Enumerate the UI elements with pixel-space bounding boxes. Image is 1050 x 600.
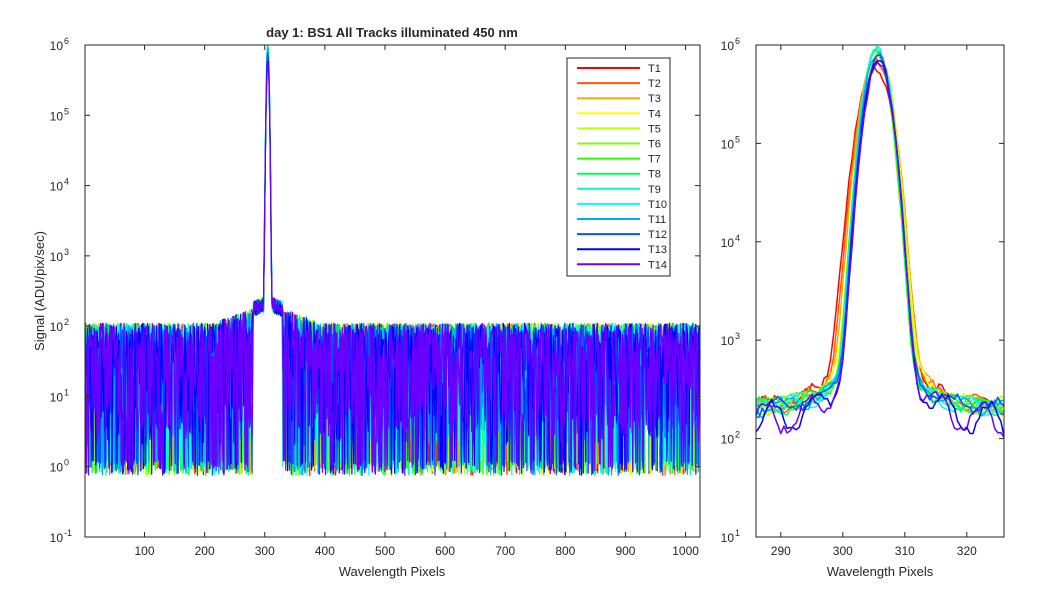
main-y-tick-label: 10 xyxy=(50,320,64,334)
main-x-ticks: 100 200 300 400 500 600 700 800 900 1000 xyxy=(135,45,699,558)
zoom-x-axis-label: Wavelength Pixels xyxy=(827,564,934,579)
zoom-y-tick-label: 10 xyxy=(721,137,735,151)
main-x-tick-label: 400 xyxy=(315,544,335,558)
zoom-y-tick-exponent: 2 xyxy=(735,430,740,440)
zoom-y-tick-label: 10 xyxy=(721,236,735,250)
legend-label-t11: T11 xyxy=(648,214,666,226)
main-x-tick-label: 800 xyxy=(555,544,575,558)
zoom-axes-box xyxy=(755,44,1005,538)
zoom-y-tick-label: 10 xyxy=(721,531,735,545)
zoom-y-tick-label: 10 xyxy=(721,334,735,348)
main-series-line-t14 xyxy=(84,60,701,476)
zoom-series-line-t14 xyxy=(755,61,1005,438)
main-x-tick-label: 200 xyxy=(195,544,215,558)
main-x-tick-label: 100 xyxy=(135,544,155,558)
zoom-series-lines xyxy=(755,45,1005,438)
zoom-y-tick-exponent: 3 xyxy=(735,331,740,341)
main-title: day 1: BS1 All Tracks illuminated 450 nm xyxy=(266,25,518,40)
zoom-x-tick-label: 310 xyxy=(895,544,915,558)
zoom-y-tick-label: 10 xyxy=(721,39,735,53)
legend-label-t14: T14 xyxy=(648,259,667,271)
legend-label-t8: T8 xyxy=(648,169,661,181)
main-x-tick-label: 500 xyxy=(375,544,395,558)
legend-label-t4: T4 xyxy=(648,108,661,120)
zoom-y-tick-exponent: 1 xyxy=(735,528,740,538)
zoom-series-line-t11 xyxy=(755,51,1005,419)
zoom-x-tick-label: 320 xyxy=(957,544,977,558)
main-y-tick-label: 10 xyxy=(50,531,64,545)
main-y-tick-exponent: 5 xyxy=(64,106,69,116)
main-y-axis-label: Signal (ADU/pix/sec) xyxy=(32,231,47,351)
main-x-tick-label: 900 xyxy=(615,544,635,558)
legend-label-t13: T13 xyxy=(648,244,667,256)
zoom-y-tick-exponent: 4 xyxy=(735,233,740,243)
legend-label-t9: T9 xyxy=(648,184,661,196)
zoom-y-tick-exponent: 6 xyxy=(735,36,740,46)
zoom-series-line-t12 xyxy=(755,54,1005,419)
main-x-tick-label: 600 xyxy=(435,544,455,558)
zoom-x-tick-label: 290 xyxy=(771,544,791,558)
main-y-tick-exponent: 2 xyxy=(64,317,69,327)
main-y-tick-exponent: -1 xyxy=(64,528,72,538)
legend-label-t2: T2 xyxy=(648,78,661,90)
legend-label-t7: T7 xyxy=(648,154,661,166)
legend-label-t3: T3 xyxy=(648,93,661,105)
legend-label-t10: T10 xyxy=(648,199,667,211)
main-y-tick-label: 10 xyxy=(50,250,64,264)
legend-box xyxy=(566,57,671,277)
main-y-tick-label: 10 xyxy=(50,390,64,404)
legend: T1 T2 T3 T4 T5 T6 T7 T8 T9 T10 T11 T12 T13 T14 xyxy=(566,57,671,277)
legend-label-t5: T5 xyxy=(648,123,661,135)
zoom-y-tick-exponent: 5 xyxy=(735,134,740,144)
zoom-y-tick-label: 10 xyxy=(721,433,735,447)
main-x-tick-label: 1000 xyxy=(672,544,699,558)
main-y-tick-exponent: 4 xyxy=(64,177,69,187)
main-y-tick-exponent: 3 xyxy=(64,247,69,257)
main-y-tick-exponent: 0 xyxy=(64,458,69,468)
main-y-tick-exponent: 6 xyxy=(64,36,69,46)
legend-label-t12: T12 xyxy=(648,229,667,241)
main-y-tick-label: 10 xyxy=(50,109,64,123)
main-y-tick-exponent: 1 xyxy=(64,387,69,397)
main-y-tick-label: 10 xyxy=(50,180,64,194)
main-series-lines xyxy=(84,44,701,477)
legend-label-t6: T6 xyxy=(648,139,661,151)
zoom-plot-area xyxy=(756,45,1004,537)
main-y-tick-label: 10 xyxy=(50,39,64,53)
legend-label-t1: T1 xyxy=(648,63,661,75)
main-x-axis-label: Wavelength Pixels xyxy=(339,564,446,579)
zoom-x-tick-label: 300 xyxy=(833,544,853,558)
main-y-tick-label: 10 xyxy=(50,461,64,475)
main-axes-box xyxy=(84,44,701,538)
main-x-tick-label: 700 xyxy=(495,544,515,558)
legend-items: T1 T2 T3 T4 T5 T6 T7 T8 T9 T10 T11 T12 T13 T14 xyxy=(577,63,667,271)
main-x-tick-label: 300 xyxy=(255,544,275,558)
zoom-x-ticks: 290 300 310 320 xyxy=(771,45,977,558)
